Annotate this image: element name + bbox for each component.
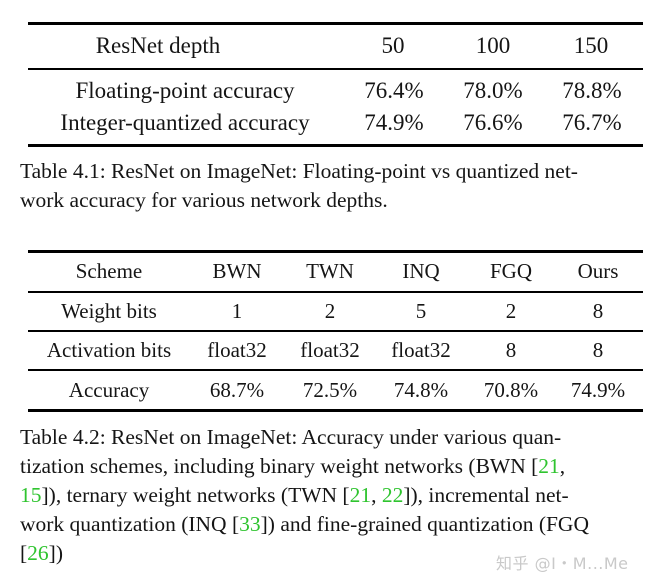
row-rule xyxy=(28,330,643,332)
table-caption: Table 4.1: ResNet on ImageNet: Floating-… xyxy=(20,157,645,215)
header-cell: BWN xyxy=(212,259,262,283)
table-cell: float32 xyxy=(391,338,451,362)
mid-rule xyxy=(28,68,643,70)
caption-line: work quantization (INQ [33]) and fine-gr… xyxy=(20,512,589,536)
citation-link[interactable]: 33 xyxy=(239,512,261,536)
table-cell: 8 xyxy=(592,299,604,323)
table-cell: 76.7% xyxy=(562,110,622,135)
table-cell: 76.4% xyxy=(364,78,424,103)
table-cell: 2 xyxy=(505,299,517,323)
table-cell: 74.8% xyxy=(393,378,449,402)
citation-link[interactable]: 21 xyxy=(349,483,372,507)
header-cell: ResNet depth xyxy=(95,33,221,58)
bottom-rule xyxy=(28,144,643,147)
row-rule xyxy=(28,369,643,371)
header-cell: INQ xyxy=(402,259,440,283)
table-cell: 78.0% xyxy=(463,78,523,103)
table-cell: 78.8% xyxy=(562,78,622,103)
caption-line: Table 4.1: ResNet on ImageNet: Floating-… xyxy=(20,159,578,183)
header-cell: TWN xyxy=(306,259,354,283)
citation-link[interactable]: 26 xyxy=(27,541,49,565)
table-cell: float32 xyxy=(207,338,267,362)
watermark: 知乎 @I・M...Me xyxy=(496,554,629,573)
citation-link[interactable]: 15 xyxy=(20,483,42,507)
table-cell: 74.9% xyxy=(364,110,424,135)
caption-line: work accuracy for various network depths… xyxy=(20,188,388,212)
table-cell: 70.8% xyxy=(483,378,539,402)
table-cell: 76.6% xyxy=(463,110,523,135)
table-cell: 2 xyxy=(324,299,336,323)
table-cell: 1 xyxy=(231,299,243,323)
table-cell: 72.5% xyxy=(302,378,358,402)
table-cell: 8 xyxy=(505,338,517,362)
table-cell: 5 xyxy=(415,299,427,323)
row-label: Activation bits xyxy=(46,338,172,362)
row-label: Integer-quantized accuracy xyxy=(60,110,310,135)
row-label: Weight bits xyxy=(61,299,157,323)
caption-line: [26]) xyxy=(20,541,63,565)
row-label: Accuracy xyxy=(68,378,150,402)
header-cell: FGQ xyxy=(489,259,533,283)
table-cell: 74.9% xyxy=(570,378,626,402)
citation-link[interactable]: 22 xyxy=(381,483,404,507)
top-rule xyxy=(28,22,643,25)
header-cell: Scheme xyxy=(75,259,143,283)
caption-line: Table 4.2: ResNet on ImageNet: Accuracy … xyxy=(20,425,562,449)
table-cell: float32 xyxy=(300,338,360,362)
citation-link[interactable]: 21 xyxy=(538,454,560,478)
header-cell: 100 xyxy=(475,33,511,58)
bottom-rule xyxy=(28,409,643,412)
header-cell: 150 xyxy=(573,33,609,58)
header-cell: Ours xyxy=(577,259,619,283)
row-label: Floating-point accuracy xyxy=(75,78,295,103)
table-caption: Table 4.2: ResNet on ImageNet: Accuracy … xyxy=(20,423,645,568)
caption-line: 15]), ternary weight networks (TWN [21, … xyxy=(20,483,569,507)
header-cell: 50 xyxy=(381,33,405,58)
row-rule xyxy=(28,291,643,293)
caption-line: tization schemes, including binary weigh… xyxy=(20,454,566,478)
table-cell: 68.7% xyxy=(209,378,265,402)
top-rule xyxy=(28,250,643,253)
table-cell: 8 xyxy=(592,338,604,362)
